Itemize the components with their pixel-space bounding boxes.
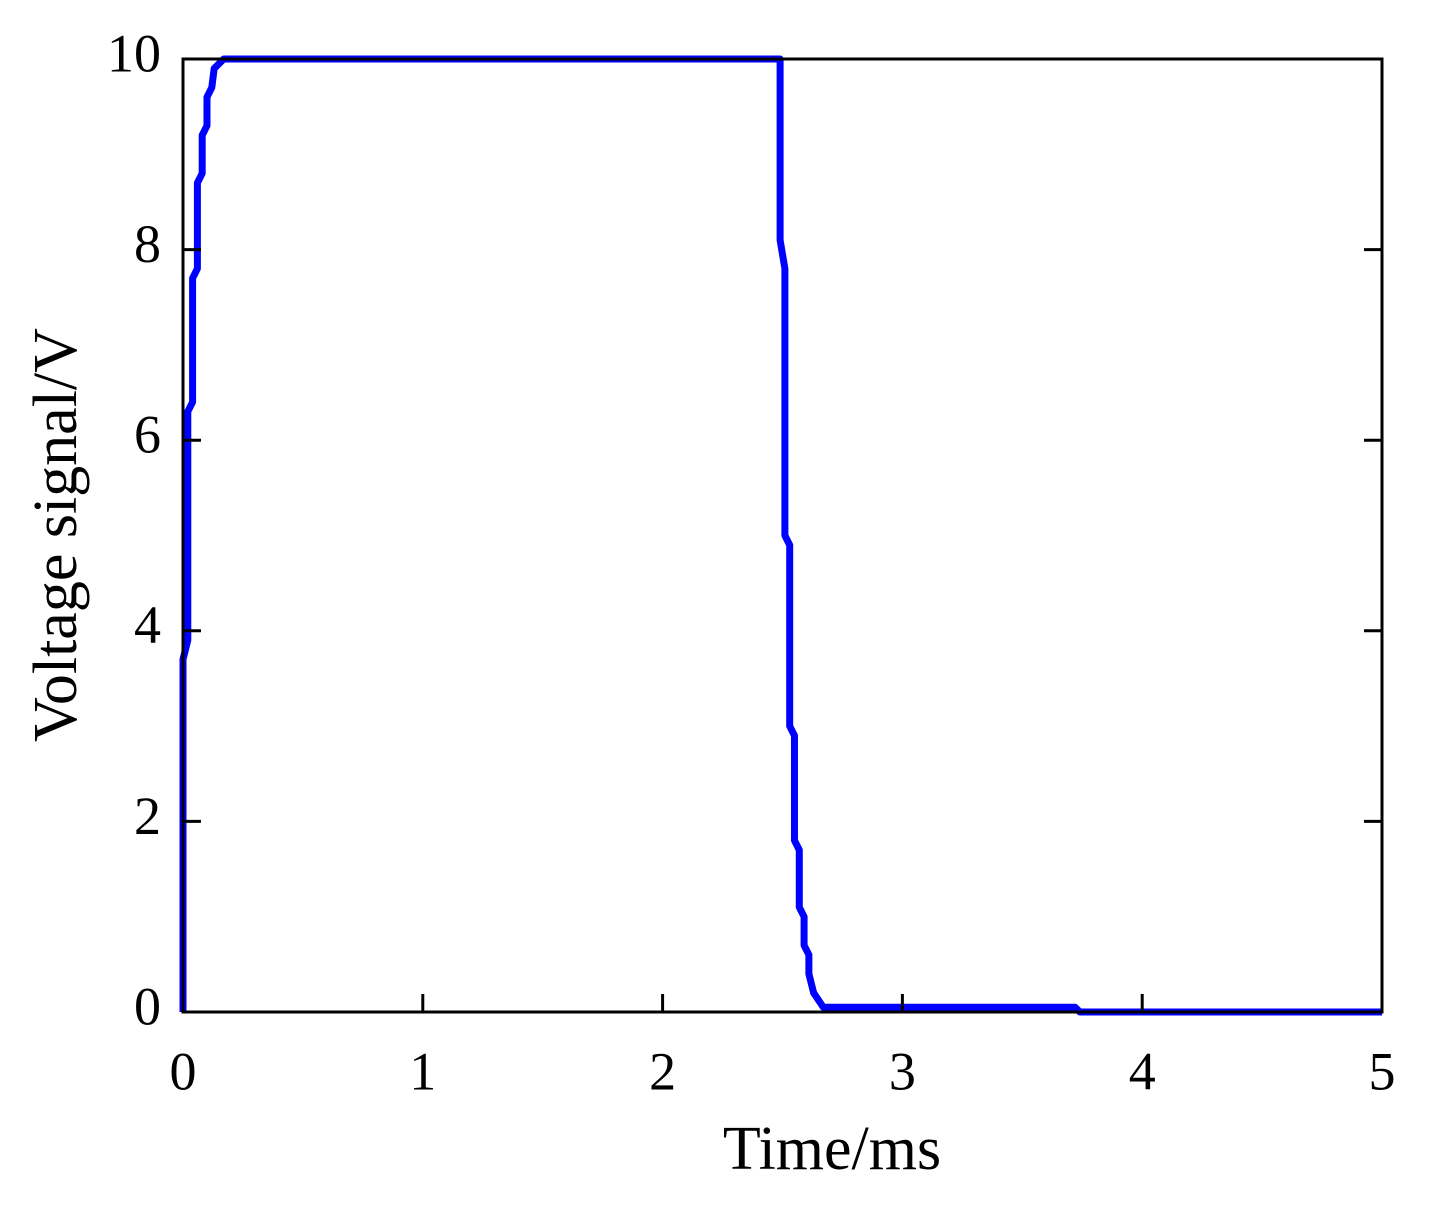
x-tick-label: 4 (1129, 1041, 1156, 1101)
data-line (179, 55, 1382, 1016)
x-tick-label: 2 (649, 1041, 676, 1101)
y-tick-label: 4 (134, 595, 161, 655)
x-tick-label: 1 (409, 1041, 436, 1101)
y-tick-label: 6 (134, 405, 161, 465)
plot-frame (181, 57, 1384, 1014)
y-tick-label: 8 (134, 214, 161, 274)
x-tick-label: 3 (889, 1041, 916, 1101)
y-tick-label: 10 (107, 23, 161, 83)
y-tick-label: 2 (134, 786, 161, 846)
y-axis-label: Voltage signal/V (22, 328, 90, 742)
x-axis-label: Time/ms (723, 1115, 941, 1183)
x-tick-label: 5 (1369, 1041, 1396, 1101)
x-tick-label: 0 (170, 1041, 197, 1101)
y-tick-label: 0 (134, 976, 161, 1036)
